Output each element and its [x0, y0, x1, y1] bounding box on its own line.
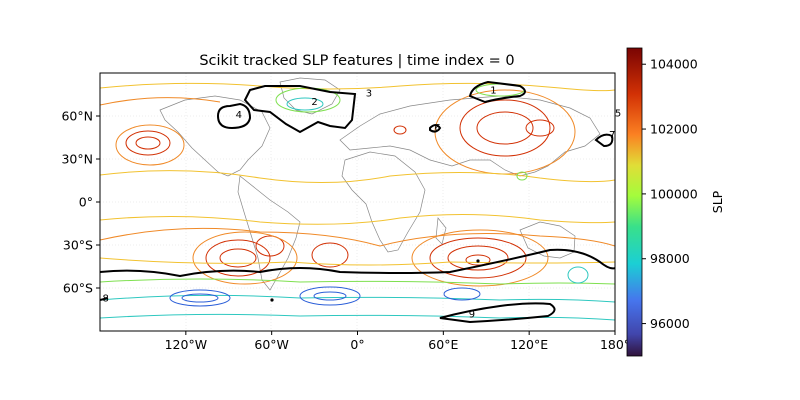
x-tick-label: 180° — [600, 337, 630, 352]
colorbar-tick-label: 100000 — [650, 186, 698, 201]
feature-label: 6 — [434, 123, 440, 134]
y-tick-label: 60°S — [63, 281, 93, 296]
colorbar-tick-label: 98000 — [650, 251, 690, 266]
feature-label: 9 — [469, 309, 475, 320]
y-tick-label: 30°S — [63, 238, 93, 253]
feature-label: 2 — [311, 97, 317, 108]
x-tick-label: 60°E — [428, 337, 458, 352]
y-tick-label: 60°N — [61, 109, 93, 124]
map-panel: 1 2 3 4 5 6 7 8 9 — [99, 72, 622, 332]
x-tick-label: 120°W — [165, 337, 207, 352]
feature-label: 8 — [103, 294, 109, 305]
colorbar-ticks: 104000 102000 100000 98000 96000 — [642, 57, 698, 331]
y-tick-label: 30°N — [61, 152, 93, 167]
tracked-feature-contours — [100, 80, 615, 324]
map-title: Scikit tracked SLP features | time index… — [199, 53, 514, 69]
colorbar-tick-label: 96000 — [650, 316, 690, 331]
y-axis-ticks: 60°N 30°N 0° 30°S 60°S — [61, 109, 100, 296]
colorbar-tick-label: 104000 — [650, 57, 698, 72]
feature-label: 5 — [615, 109, 621, 120]
feature-label: 3 — [366, 89, 372, 100]
feature-labels: 1 2 3 4 5 6 7 8 9 — [103, 86, 622, 321]
very-low-contours — [169, 286, 481, 307]
x-tick-label: 120°E — [510, 337, 548, 352]
colorbar-gradient — [626, 47, 643, 357]
colorbar-label: SLP — [710, 190, 725, 213]
x-axis-ticks: 120°W 60°W 0° 60°E 120°E 180° — [165, 331, 630, 352]
mid-contours — [100, 82, 615, 266]
y-tick-label: 0° — [79, 195, 93, 210]
colorbar: 104000 102000 100000 98000 96000 SLP — [626, 47, 725, 357]
x-tick-label: 0° — [350, 337, 364, 352]
feature-label: 1 — [490, 86, 496, 97]
feature-center-marker — [270, 298, 274, 302]
x-tick-label: 60°W — [254, 337, 289, 352]
low-contours — [100, 97, 615, 321]
slp-contours — [100, 73, 615, 331]
graticule — [100, 73, 615, 331]
feature-center-marker — [476, 259, 480, 263]
high-pressure-contours — [125, 99, 555, 279]
colorbar-tick-label: 102000 — [650, 122, 698, 137]
feature-label: 4 — [236, 110, 242, 121]
feature-label: 7 — [609, 130, 615, 141]
